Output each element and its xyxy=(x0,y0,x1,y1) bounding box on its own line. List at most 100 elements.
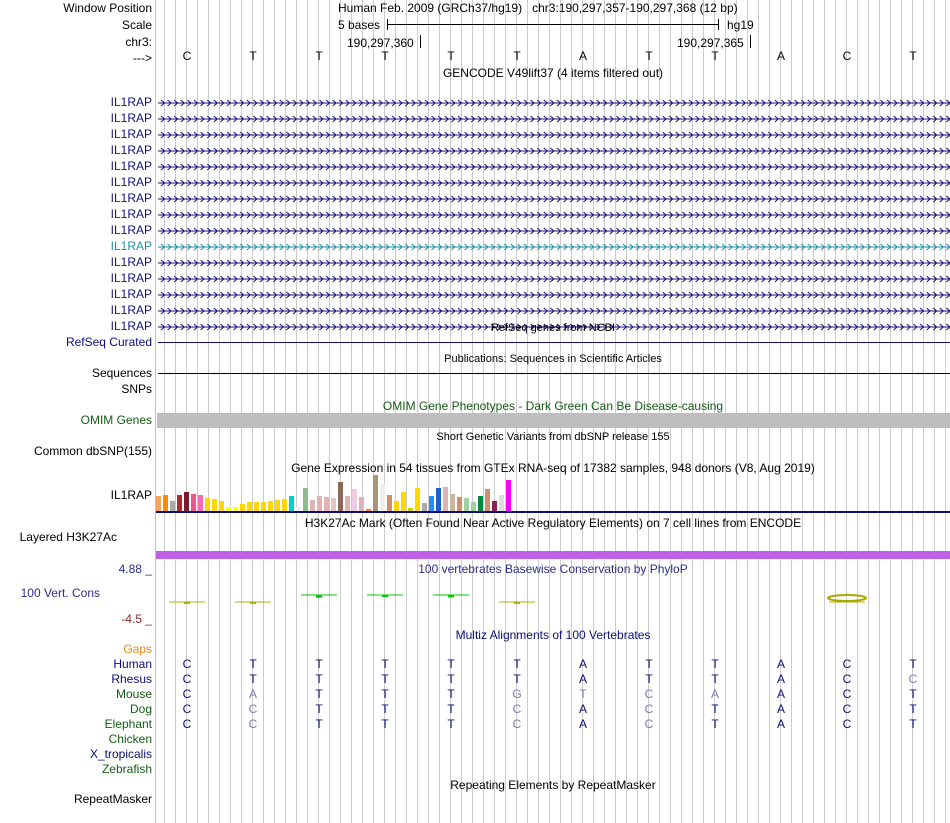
gencode-gene-label[interactable]: IL1RAP xyxy=(110,191,152,205)
gtex-tissue-bar[interactable] xyxy=(394,501,399,511)
gencode-transcript[interactable] xyxy=(158,321,950,331)
gtex-tissue-bar[interactable] xyxy=(338,482,343,511)
gtex-tissue-bar[interactable] xyxy=(436,488,441,511)
pubs-line[interactable] xyxy=(158,373,950,374)
gencode-transcript[interactable] xyxy=(158,145,950,155)
gencode-gene-label[interactable]: IL1RAP xyxy=(110,175,152,189)
omim-bar[interactable] xyxy=(157,413,950,428)
omim-label[interactable]: OMIM Genes xyxy=(80,413,152,427)
gtex-tissue-bar[interactable] xyxy=(275,500,280,511)
gtex-tissue-bar[interactable] xyxy=(366,509,371,511)
gencode-transcript[interactable] xyxy=(158,257,950,267)
gencode-gene-label[interactable]: IL1RAP xyxy=(110,239,152,253)
gtex-tissue-bar[interactable] xyxy=(429,496,434,511)
gtex-tissue-bar[interactable] xyxy=(268,501,273,511)
gtex-tissue-bar[interactable] xyxy=(331,498,336,511)
gaps-label[interactable]: Gaps xyxy=(123,642,152,656)
gtex-tissue-bar[interactable] xyxy=(184,492,189,511)
gencode-gene-label[interactable]: IL1RAP xyxy=(110,223,152,237)
gencode-gene-label[interactable]: IL1RAP xyxy=(110,143,152,157)
gencode-transcript[interactable] xyxy=(158,225,950,235)
gtex-tissue-bar[interactable] xyxy=(163,495,168,511)
gtex-tissue-bar[interactable] xyxy=(387,495,392,511)
gtex-tissue-bar[interactable] xyxy=(177,495,182,511)
gtex-tissue-bar[interactable] xyxy=(219,501,224,511)
gencode-transcript[interactable] xyxy=(158,273,950,283)
gtex-bar-chart[interactable] xyxy=(156,474,950,512)
gtex-tissue-bar[interactable] xyxy=(422,503,427,511)
gencode-gene-label[interactable]: IL1RAP xyxy=(110,303,152,317)
gencode-transcript[interactable] xyxy=(158,209,950,219)
gtex-tissue-bar[interactable] xyxy=(499,495,504,511)
gtex-tissue-bar[interactable] xyxy=(359,497,364,511)
multiz-species-label[interactable]: X_tropicalis xyxy=(89,747,152,761)
gtex-tissue-bar[interactable] xyxy=(289,496,294,511)
gtex-tissue-bar[interactable] xyxy=(261,502,266,511)
gencode-transcript[interactable] xyxy=(158,113,950,123)
gencode-gene-label[interactable]: IL1RAP xyxy=(110,95,152,109)
multiz-species-label[interactable]: Dog xyxy=(129,702,152,716)
gtex-tissue-bar[interactable] xyxy=(373,475,378,511)
gtex-tissue-bar[interactable] xyxy=(345,496,350,511)
gtex-tissue-bar[interactable] xyxy=(191,494,196,511)
gtex-tissue-bar[interactable] xyxy=(310,500,315,511)
gtex-tissue-bar[interactable] xyxy=(240,504,245,511)
gtex-tissue-bar[interactable] xyxy=(471,502,476,511)
gtex-label[interactable]: IL1RAP xyxy=(110,488,152,502)
gtex-tissue-bar[interactable] xyxy=(247,502,252,511)
gtex-tissue-bar[interactable] xyxy=(492,501,497,511)
gtex-tissue-bar[interactable] xyxy=(450,494,455,511)
gtex-tissue-bar[interactable] xyxy=(212,499,217,511)
multiz-species-label[interactable]: Zebrafish xyxy=(101,762,152,776)
gencode-transcript[interactable] xyxy=(158,289,950,299)
sequences-label[interactable]: Sequences xyxy=(91,366,152,380)
gencode-transcript[interactable] xyxy=(158,97,950,107)
multiz-species-label[interactable]: Elephant xyxy=(104,717,152,731)
gencode-gene-label[interactable]: IL1RAP xyxy=(110,127,152,141)
gencode-transcript[interactable] xyxy=(158,193,950,203)
multiz-species-label[interactable]: Mouse xyxy=(115,687,152,701)
gtex-tissue-bar[interactable] xyxy=(156,496,161,511)
gtex-tissue-bar[interactable] xyxy=(457,497,462,511)
h3k27ac-bar[interactable] xyxy=(156,551,950,559)
gtex-tissue-bar[interactable] xyxy=(282,499,287,511)
gencode-transcript[interactable] xyxy=(158,161,950,171)
gtex-tissue-bar[interactable] xyxy=(233,507,238,511)
gencode-transcript[interactable] xyxy=(158,177,950,187)
phylop-label[interactable]: 100 Vert. Cons xyxy=(20,586,100,600)
gtex-tissue-bar[interactable] xyxy=(408,508,413,511)
gencode-transcript[interactable] xyxy=(158,305,950,315)
gencode-gene-label[interactable]: IL1RAP xyxy=(110,255,152,269)
gtex-tissue-bar[interactable] xyxy=(380,484,385,511)
gtex-tissue-bar[interactable] xyxy=(303,488,308,511)
gtex-tissue-bar[interactable] xyxy=(401,492,406,511)
gtex-tissue-bar[interactable] xyxy=(464,498,469,511)
refseq-line[interactable] xyxy=(158,342,950,343)
gencode-gene-label[interactable]: IL1RAP xyxy=(110,319,152,333)
gencode-gene-label[interactable]: IL1RAP xyxy=(110,271,152,285)
repeatmasker-label[interactable]: RepeatMasker xyxy=(73,792,152,806)
multiz-species-label[interactable]: Chicken xyxy=(108,732,152,746)
gtex-tissue-bar[interactable] xyxy=(170,501,175,511)
phylop-plot[interactable] xyxy=(156,580,950,620)
dbsnp-label[interactable]: Common dbSNP(155) xyxy=(33,444,152,458)
gtex-tissue-bar[interactable] xyxy=(324,497,329,511)
gtex-tissue-bar[interactable] xyxy=(317,496,322,511)
gtex-tissue-bar[interactable] xyxy=(478,496,483,511)
gencode-gene-label[interactable]: IL1RAP xyxy=(110,111,152,125)
gencode-transcript[interactable] xyxy=(158,241,950,251)
gencode-gene-label[interactable]: IL1RAP xyxy=(110,207,152,221)
refseq-label[interactable]: RefSeq Curated xyxy=(65,335,152,349)
gtex-tissue-bar[interactable] xyxy=(485,489,490,511)
gtex-tissue-bar[interactable] xyxy=(443,487,448,511)
snps-label[interactable]: SNPs xyxy=(121,382,152,396)
gtex-tissue-bar[interactable] xyxy=(254,502,259,511)
gtex-tissue-bar[interactable] xyxy=(506,480,511,511)
gencode-gene-label[interactable]: IL1RAP xyxy=(110,287,152,301)
gtex-tissue-bar[interactable] xyxy=(205,498,210,511)
gtex-tissue-bar[interactable] xyxy=(415,488,420,511)
gtex-tissue-bar[interactable] xyxy=(352,489,357,511)
gtex-tissue-bar[interactable] xyxy=(198,495,203,511)
gtex-tissue-bar[interactable] xyxy=(296,507,301,511)
multiz-species-label[interactable]: Human xyxy=(113,657,152,671)
